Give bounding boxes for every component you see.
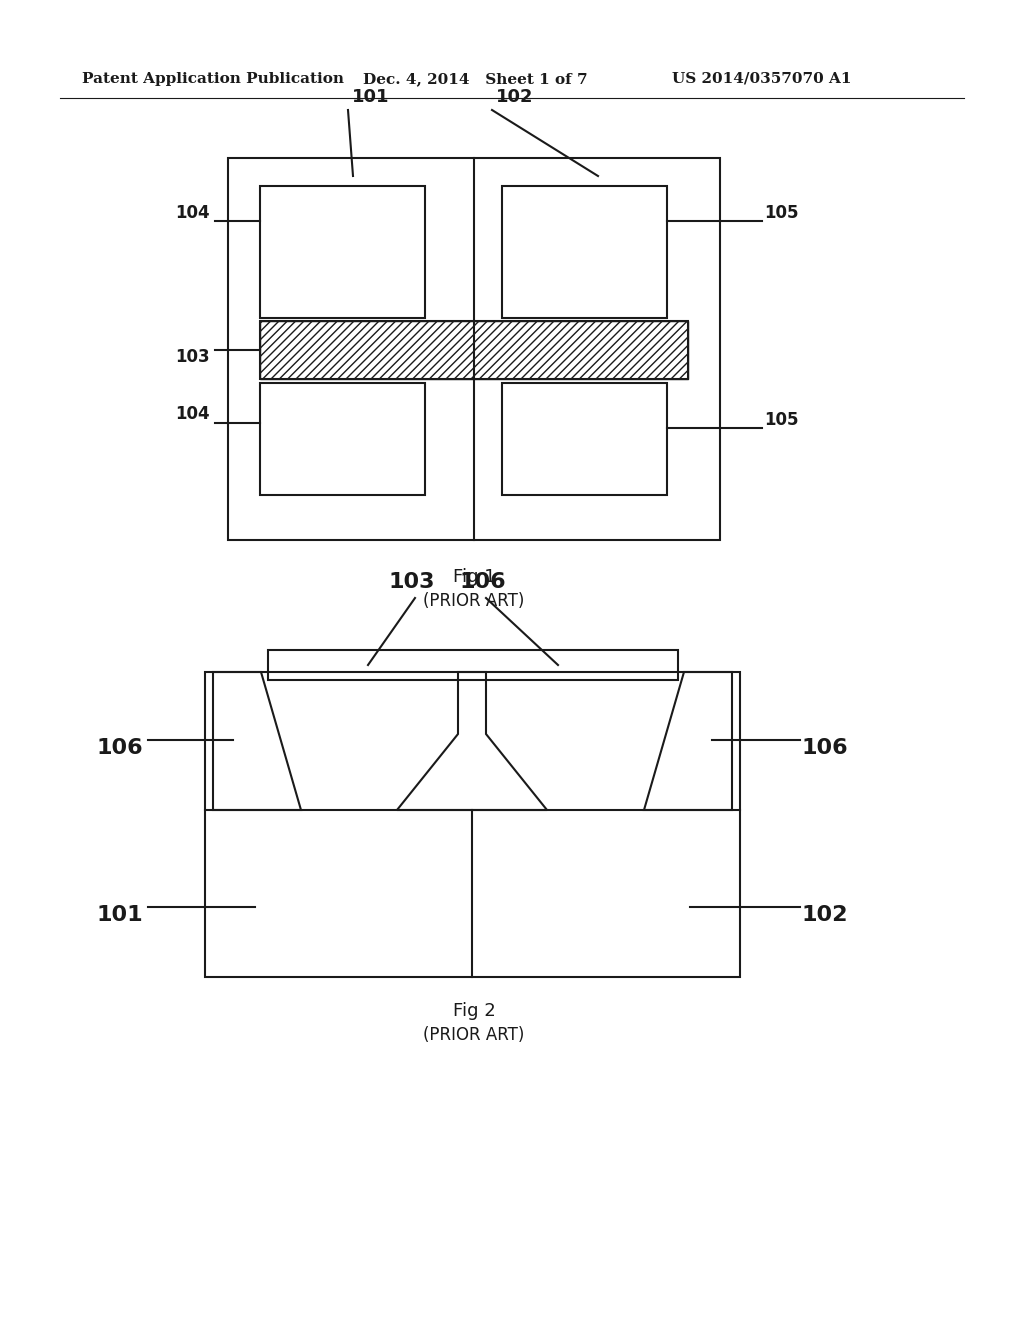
Text: Patent Application Publication: Patent Application Publication bbox=[82, 73, 344, 86]
Bar bbox=[502, 383, 667, 495]
Text: Fig 2: Fig 2 bbox=[453, 1002, 496, 1020]
Bar bbox=[260, 186, 425, 318]
Text: 102: 102 bbox=[496, 88, 534, 106]
Text: 104: 104 bbox=[175, 205, 210, 222]
Text: (PRIOR ART): (PRIOR ART) bbox=[423, 1026, 524, 1044]
Bar bbox=[260, 321, 688, 379]
Text: 101: 101 bbox=[96, 906, 143, 925]
Text: 105: 105 bbox=[764, 411, 799, 429]
Bar bbox=[205, 672, 740, 977]
Bar bbox=[228, 158, 720, 540]
Text: Fig 1: Fig 1 bbox=[453, 568, 496, 586]
Text: (PRIOR ART): (PRIOR ART) bbox=[423, 591, 524, 610]
Text: 106: 106 bbox=[460, 572, 506, 591]
Bar bbox=[502, 186, 667, 318]
Text: 103: 103 bbox=[175, 348, 210, 366]
Text: 106: 106 bbox=[802, 738, 849, 758]
Text: 106: 106 bbox=[96, 738, 143, 758]
Text: 102: 102 bbox=[802, 906, 849, 925]
Text: 105: 105 bbox=[764, 205, 799, 222]
Bar bbox=[260, 383, 425, 495]
Text: 103: 103 bbox=[389, 572, 435, 591]
Bar bbox=[260, 321, 688, 379]
Text: US 2014/0357070 A1: US 2014/0357070 A1 bbox=[672, 73, 852, 86]
Text: 101: 101 bbox=[352, 88, 389, 106]
Text: Dec. 4, 2014   Sheet 1 of 7: Dec. 4, 2014 Sheet 1 of 7 bbox=[362, 73, 588, 86]
Text: 104: 104 bbox=[175, 405, 210, 422]
Bar bbox=[268, 649, 678, 680]
